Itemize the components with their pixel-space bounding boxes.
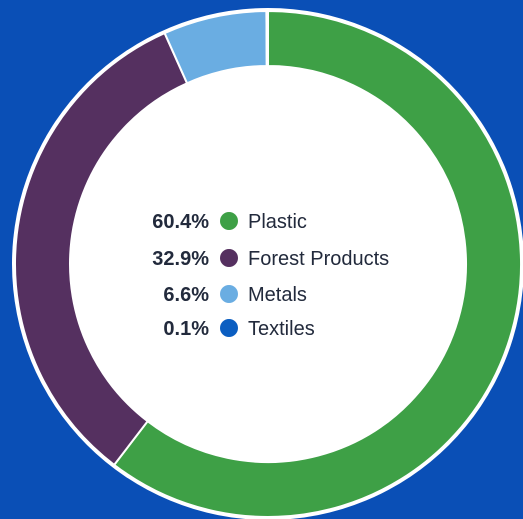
donut-center — [70, 66, 466, 462]
slice-plastic — [112, 9, 522, 518]
legend-label-textiles: Textiles — [248, 318, 315, 340]
legend-value-metals: 6.6% — [163, 284, 209, 306]
center-legend: 60.4% Plastic 32.9% Forest Products 6.6% Meta… — [152, 211, 389, 340]
legend-value-forest-products: 32.9% — [152, 248, 209, 270]
legend-label-forest-products: Forest Products — [248, 248, 389, 270]
legend-value-plastic: 60.4% — [152, 211, 209, 233]
legend-label-metals: Metals — [248, 284, 307, 306]
legend-swatch-forest-products — [220, 249, 238, 267]
legend-value-textiles: 0.1% — [163, 318, 209, 340]
legend-swatch-textiles — [220, 319, 238, 337]
legend-swatch-plastic — [220, 212, 238, 230]
slice-textiles — [265, 9, 269, 68]
legend-swatch-metals — [220, 285, 238, 303]
legend-label-plastic: Plastic — [248, 211, 307, 233]
